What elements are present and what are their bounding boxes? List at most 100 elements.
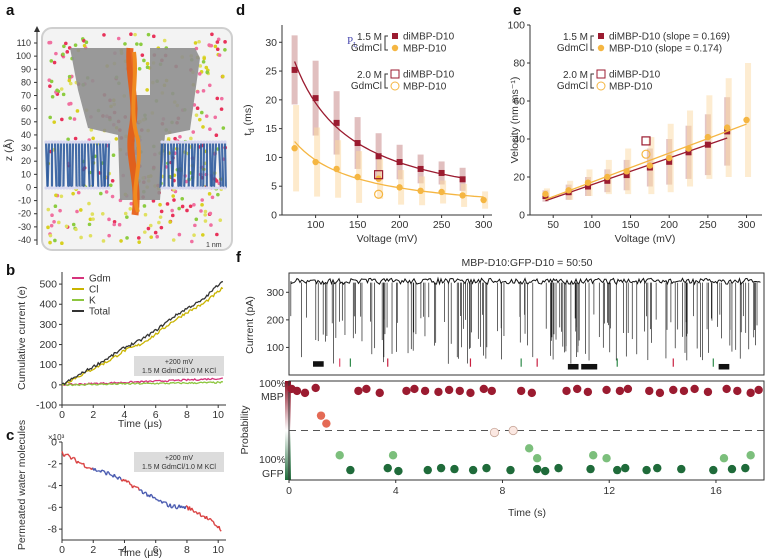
gfp-event-point-low-confidence bbox=[589, 451, 598, 460]
lipid-headgroup bbox=[65, 140, 69, 144]
lipid-headgroup bbox=[101, 186, 105, 190]
ion-particle bbox=[101, 239, 106, 243]
x-tick-label: 200 bbox=[391, 219, 409, 231]
fit-line bbox=[545, 137, 728, 202]
lipid-headgroup bbox=[47, 140, 51, 144]
panel-a: a z (Å) 1101009080706050403020100-10-20-… bbox=[2, 2, 233, 251]
water-trace-segment bbox=[103, 470, 106, 474]
panel-a-tick-label: 70 bbox=[21, 91, 31, 101]
lipid-chain bbox=[91, 141, 96, 189]
y-tick-label: -6 bbox=[48, 502, 57, 514]
ion-particle bbox=[128, 207, 133, 211]
ion-particle bbox=[48, 84, 52, 88]
lipid-headgroup bbox=[77, 186, 81, 190]
ion-particle bbox=[66, 137, 70, 142]
gfp-event-point bbox=[621, 463, 630, 473]
ion-particle bbox=[112, 222, 117, 227]
ion-particle bbox=[194, 217, 199, 222]
x-tick-label: 0 bbox=[59, 544, 65, 556]
ion-particle bbox=[129, 201, 134, 206]
ion-particle bbox=[123, 211, 128, 216]
lipid-chain bbox=[202, 141, 206, 189]
lipid-chain bbox=[166, 141, 170, 189]
water-trace-segment bbox=[210, 519, 213, 522]
ion-particle bbox=[75, 109, 80, 113]
ion-particle bbox=[223, 40, 227, 44]
x-tick-label: 250 bbox=[699, 219, 717, 231]
ion-particle bbox=[84, 40, 89, 45]
water-trace-segment bbox=[152, 496, 155, 499]
lipid-headgroup bbox=[160, 186, 164, 190]
lipid-chain bbox=[56, 141, 60, 189]
water-trace-segment bbox=[165, 501, 168, 504]
x-tick-label: 16 bbox=[710, 485, 722, 497]
water-trace-segment bbox=[209, 517, 212, 520]
ion-particle bbox=[75, 209, 79, 214]
ion-particle bbox=[88, 233, 93, 238]
ion-particle bbox=[68, 81, 73, 86]
panel-f-gfp-label: GFP bbox=[262, 468, 284, 480]
y-tick-label: 40 bbox=[513, 134, 525, 146]
mbp-event-point bbox=[562, 386, 571, 396]
gfp-event-point bbox=[423, 465, 432, 475]
legend-denaturant: GdmCl bbox=[351, 81, 382, 92]
mbp-event-point bbox=[375, 388, 384, 398]
ion-particle bbox=[65, 50, 70, 54]
current-blockade bbox=[313, 361, 324, 367]
x-tick-label: 6 bbox=[153, 409, 159, 421]
y-tick-label: 0 bbox=[51, 437, 57, 449]
lipid-chain bbox=[95, 141, 100, 189]
lipid-headgroup bbox=[178, 140, 182, 144]
water-trace-segment bbox=[169, 503, 172, 509]
ion-particle bbox=[71, 222, 76, 227]
lipid-headgroup bbox=[68, 186, 72, 190]
mbp-event-point bbox=[487, 386, 497, 396]
ion-particle bbox=[48, 233, 53, 238]
panel-f-probability-label: Probability bbox=[239, 405, 251, 455]
legend-marker bbox=[391, 44, 399, 52]
ion-particle bbox=[58, 208, 62, 213]
data-point-mbp bbox=[291, 145, 298, 152]
y-tick-label: 30 bbox=[265, 37, 277, 49]
y-tick-label: 80 bbox=[513, 58, 525, 70]
water-trace-segment bbox=[214, 524, 217, 527]
data-point-dimbp bbox=[623, 172, 630, 179]
ion-particle bbox=[73, 43, 78, 47]
data-point-mbp bbox=[704, 133, 712, 141]
lipid-headgroup bbox=[74, 140, 78, 144]
water-trace-segment bbox=[73, 457, 77, 461]
ion-particle bbox=[59, 87, 64, 91]
data-point-dimbp bbox=[438, 169, 445, 176]
lipid-headgroup bbox=[190, 186, 194, 190]
gfp-event-point bbox=[532, 464, 542, 474]
lipid-headgroup bbox=[98, 140, 102, 144]
lipid-headgroup bbox=[95, 186, 99, 190]
ion-particle bbox=[219, 107, 224, 111]
ion-particle bbox=[221, 74, 225, 79]
lipid-headgroup bbox=[214, 140, 218, 144]
x-tick-label: 150 bbox=[349, 219, 367, 231]
ion-particle bbox=[189, 136, 193, 141]
water-trace-segment bbox=[82, 463, 86, 468]
lipid-chain bbox=[220, 141, 225, 189]
ion-particle bbox=[178, 134, 182, 139]
ion-particle bbox=[217, 53, 222, 57]
water-trace-segment bbox=[71, 456, 74, 459]
panel-e-plot: 50 100 150 200 250 300 0 20 40 60 80 100 bbox=[507, 20, 762, 231]
open-point-dimbp-2m bbox=[641, 136, 651, 146]
ion-particle bbox=[108, 183, 113, 188]
ion-particle bbox=[46, 207, 51, 212]
mbp-event-point bbox=[733, 386, 742, 396]
mbp-event-point bbox=[300, 388, 310, 398]
x-tick-label: 10 bbox=[212, 409, 224, 421]
gfp-event-point-low-confidence bbox=[335, 451, 344, 460]
ion-particle bbox=[197, 39, 201, 44]
data-point-dimbp bbox=[459, 176, 466, 183]
x-tick-label: 2 bbox=[90, 409, 96, 421]
mbp-event-point bbox=[690, 384, 699, 394]
ion-particle bbox=[221, 126, 226, 130]
water-trace-segment bbox=[128, 481, 131, 486]
lipid-chain bbox=[223, 141, 227, 189]
mbp-event-point bbox=[434, 387, 443, 397]
x-tick-label: 12 bbox=[603, 485, 615, 497]
